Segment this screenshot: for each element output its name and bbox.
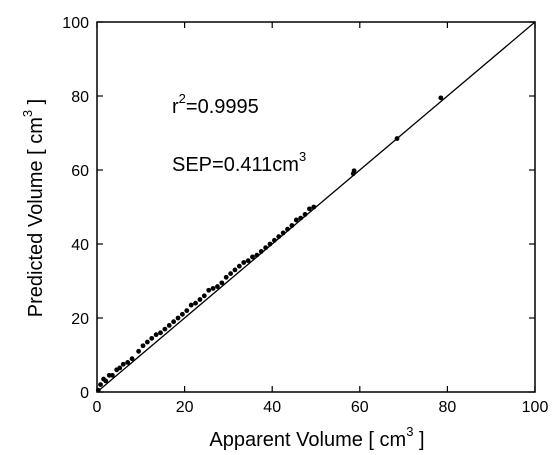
data-point (258, 249, 264, 254)
y-tick-label: 60 (71, 163, 89, 180)
data-point (267, 241, 273, 247)
data-point (117, 365, 123, 371)
data-point (140, 343, 146, 349)
data-point (311, 204, 317, 210)
y-axis-label: Predicted Volume [ cm3 ] (20, 99, 47, 317)
data-point (232, 267, 238, 273)
x-axis-label: Apparent Volume [ cm3 ] (209, 424, 424, 451)
data-point (280, 230, 286, 236)
x-tick-label: 40 (263, 399, 281, 416)
data-point (228, 271, 233, 276)
data-point (438, 95, 444, 101)
data-point (184, 308, 190, 313)
data-point (236, 263, 242, 269)
data-point (223, 274, 229, 280)
data-point (175, 315, 181, 321)
data-point (302, 212, 308, 217)
data-point (129, 356, 135, 362)
data-point (162, 326, 168, 332)
data-point (98, 382, 103, 387)
x-tick-label: 20 (176, 399, 194, 416)
r-squared-annotation: r2=0.9995 (172, 91, 259, 118)
x-tick-label: 80 (439, 399, 457, 416)
data-point (285, 226, 290, 232)
data-point (95, 387, 101, 393)
sep-annotation: SEP=0.411cm3 (172, 149, 306, 176)
x-tick-label: 100 (522, 399, 549, 416)
data-points (95, 95, 444, 393)
data-point (103, 378, 109, 384)
data-point (250, 254, 255, 260)
data-point (351, 168, 357, 174)
data-point (206, 287, 212, 293)
data-point (271, 237, 277, 243)
x-tick-label: 0 (93, 399, 102, 416)
data-point (215, 284, 220, 289)
data-point (293, 217, 299, 223)
data-point (254, 252, 260, 258)
data-point (166, 323, 172, 328)
data-point (210, 286, 216, 291)
data-point (120, 361, 126, 367)
data-point (307, 206, 312, 212)
data-point (153, 332, 159, 338)
data-point (149, 335, 155, 341)
y-tick-label: 0 (80, 385, 89, 402)
data-point (276, 234, 282, 240)
y-tick-label: 100 (62, 15, 89, 32)
data-point (109, 372, 115, 378)
data-point (171, 319, 177, 325)
data-point (289, 223, 295, 228)
tick-labels: 0 20 40 60 80 100 0 20 40 60 80 100 (62, 15, 548, 416)
data-point (394, 136, 400, 141)
plot-frame (96, 21, 536, 393)
y-tick-label: 40 (71, 237, 89, 254)
data-point (298, 215, 304, 221)
data-point (188, 302, 194, 308)
data-point (245, 258, 251, 264)
data-point (219, 280, 225, 286)
data-point (201, 293, 207, 299)
data-point (263, 245, 269, 251)
data-point (193, 300, 198, 306)
data-point (125, 360, 131, 365)
x-tick-label: 60 (351, 399, 369, 416)
data-point (158, 330, 163, 336)
data-point (144, 339, 150, 345)
data-point (136, 348, 142, 354)
y-tick-label: 80 (71, 89, 89, 106)
y-tick-label: 20 (71, 311, 89, 328)
data-point (241, 260, 247, 265)
data-point (180, 311, 185, 317)
data-point (197, 297, 203, 302)
plot-frame-group (96, 21, 536, 393)
